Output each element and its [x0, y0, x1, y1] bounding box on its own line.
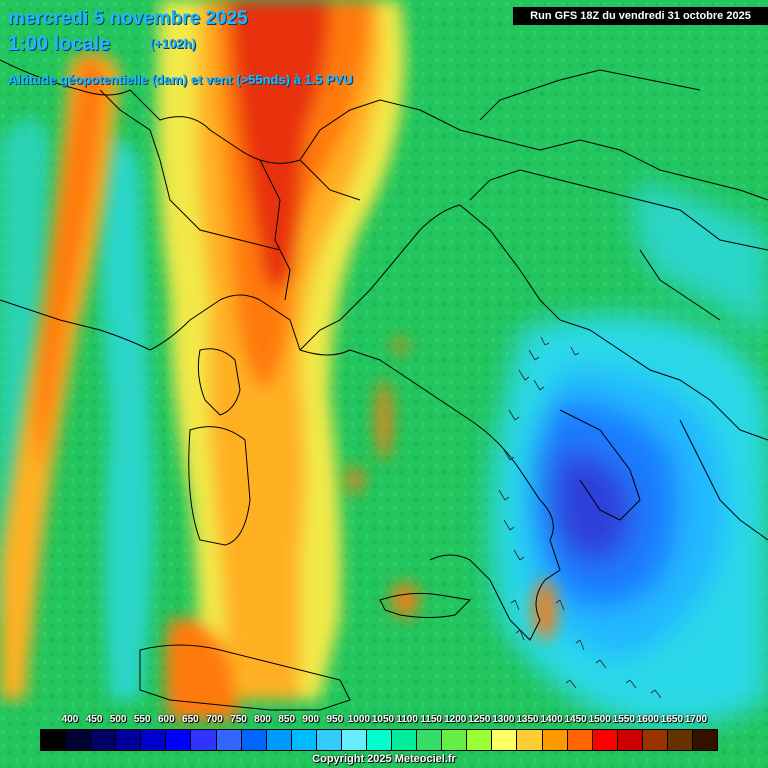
legend-tick-label: 1600 — [636, 714, 659, 725]
forecast-lead-time: (+102h) — [150, 36, 196, 51]
ridge-field — [0, 0, 405, 720]
coastlines — [0, 59, 768, 711]
legend-tick-label: 850 — [278, 714, 296, 725]
legend-swatch — [266, 730, 292, 750]
legend-labels: 400 450 500 550 600 650 700 750 800 850 900 950 1000… — [40, 714, 716, 728]
legend-tick-label: 1450 — [564, 714, 587, 725]
legend-tick-label: 450 — [85, 714, 103, 725]
forecast-date: mercredi 5 novembre 2025 — [8, 8, 248, 29]
legend-swatch — [116, 730, 142, 750]
convective-cells — [347, 337, 557, 640]
model-run-info: Run GFS 18Z du vendredi 31 octobre 2025 — [513, 7, 768, 25]
legend-swatch — [592, 730, 618, 750]
legend-swatch — [417, 730, 443, 750]
legend-swatch — [241, 730, 267, 750]
legend-tick-label: 600 — [157, 714, 175, 725]
legend-tick-label: 650 — [182, 714, 199, 725]
legend-swatch — [341, 730, 368, 750]
legend-swatch — [642, 730, 668, 750]
legend-tick-label: 1250 — [468, 714, 491, 725]
legend-swatch — [517, 730, 543, 750]
legend-tick-label: 950 — [326, 714, 344, 725]
legend-tick-label: 500 — [109, 714, 127, 725]
legend-swatch — [41, 730, 67, 750]
legend-swatch — [467, 730, 493, 750]
legend-swatch — [166, 730, 192, 750]
legend-swatch — [66, 730, 92, 750]
legend-tick-label: 550 — [133, 714, 151, 725]
legend-tick-label: 1550 — [612, 714, 635, 725]
legend-tick-label: 1100 — [396, 714, 418, 725]
legend-tick-label: 1000 — [347, 714, 371, 725]
legend-tick-label: 1200 — [444, 714, 467, 725]
legend-tick-label: 1050 — [371, 714, 395, 725]
legend-tick-label: 800 — [254, 714, 271, 725]
legend-swatch — [542, 730, 568, 750]
legend-swatch — [617, 730, 643, 750]
legend-tick-label: 1700 — [684, 714, 708, 725]
legend-tick-label: 750 — [230, 714, 247, 725]
legend-swatch — [141, 730, 167, 750]
legend-tick-label: 1300 — [492, 714, 515, 725]
legend-swatch — [191, 730, 217, 750]
legend-tick-label: 400 — [61, 714, 79, 725]
legend-swatch — [567, 730, 593, 750]
color-legend — [40, 729, 718, 751]
legend-tick-label: 1650 — [660, 714, 684, 725]
cyclone-field — [490, 180, 768, 727]
legend-tick-label: 900 — [302, 714, 320, 725]
legend-swatch — [667, 730, 694, 750]
legend-tick-label: 700 — [206, 714, 223, 725]
parameter-description: Altitude géopotentielle (dam) et vent (>… — [8, 72, 353, 87]
legend-swatch — [367, 730, 393, 750]
legend-swatch — [316, 730, 342, 750]
legend-tick-label: 1350 — [516, 714, 539, 725]
wind-barbs — [498, 336, 662, 699]
forecast-time: 1:00 locale — [8, 33, 111, 55]
legend-swatch — [442, 730, 468, 750]
legend-tick-label: 1400 — [540, 714, 563, 725]
legend-swatch — [392, 730, 418, 750]
legend-swatch — [492, 730, 518, 750]
legend-tick-label: 1150 — [420, 714, 442, 725]
legend-tick-label: 1500 — [588, 714, 611, 725]
legend-swatch — [291, 730, 317, 750]
legend-swatch — [216, 730, 242, 750]
legend-swatch — [91, 730, 117, 750]
legend-swatch — [693, 730, 718, 750]
copyright-text: Copyright 2025 Meteociel.fr — [312, 753, 456, 765]
